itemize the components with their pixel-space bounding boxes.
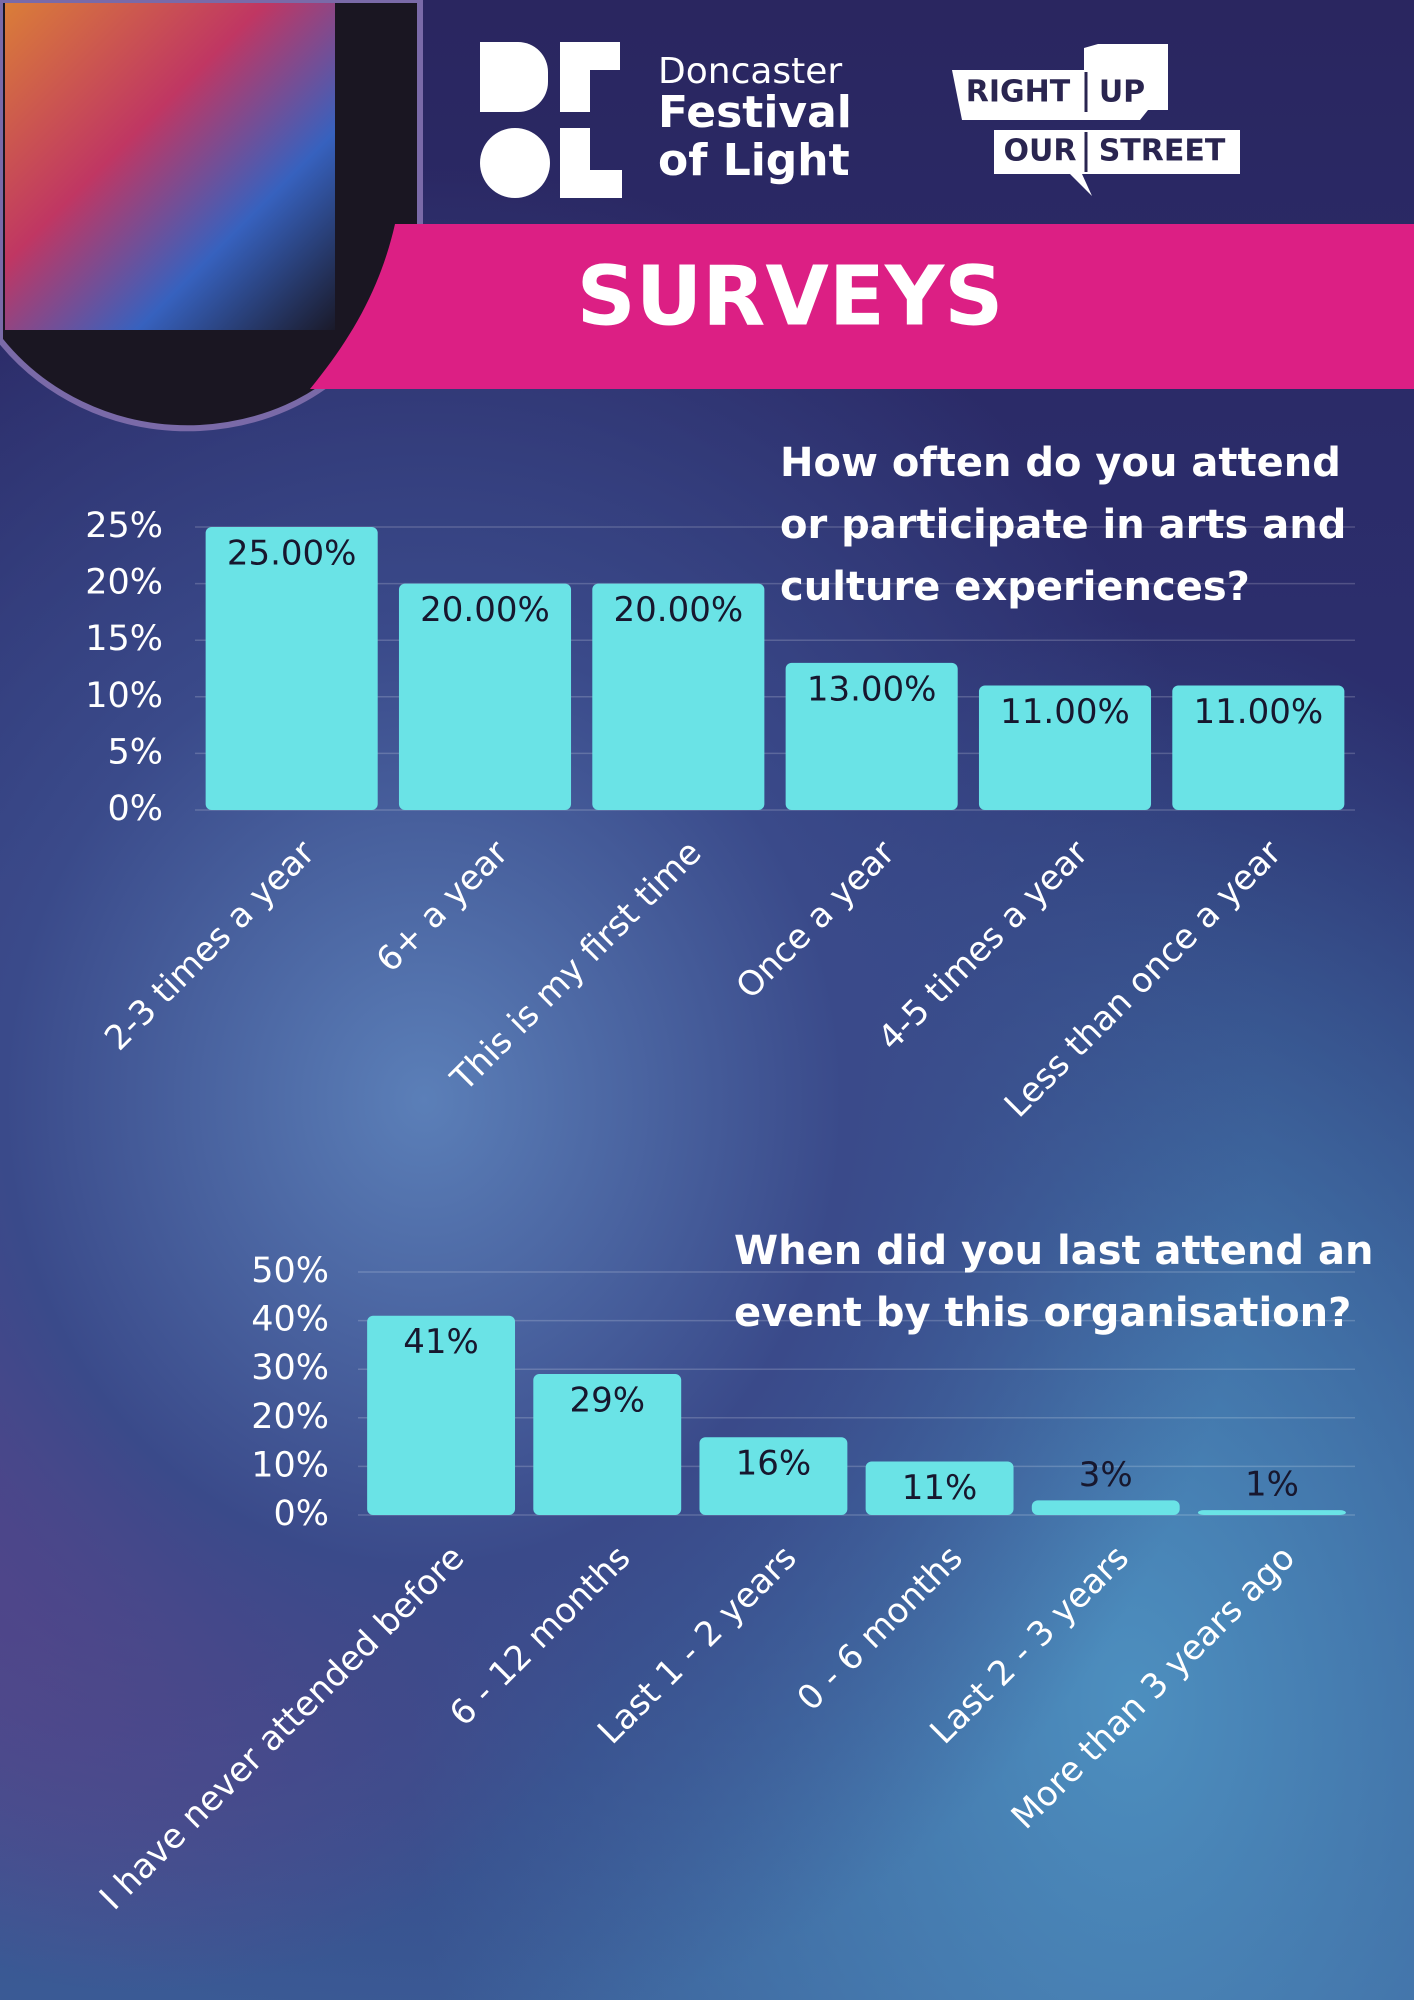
logo-o <box>480 128 550 198</box>
bar <box>592 583 765 810</box>
y-tick-label: 0% <box>107 789 163 829</box>
photo <box>5 0 335 330</box>
value-label: 13.00% <box>807 669 937 709</box>
bar <box>367 1315 516 1515</box>
partner-shape <box>994 130 1240 196</box>
value-label: 16% <box>736 1444 812 1484</box>
value-label: 29% <box>569 1381 645 1421</box>
partner-text: OUR <box>1004 134 1077 169</box>
value-label: 3% <box>1079 1455 1133 1495</box>
value-label: 11.00% <box>1194 692 1324 732</box>
partner-text: UP <box>1099 75 1145 110</box>
x-tick-label: 6+ a year <box>369 833 516 980</box>
y-tick-label: 50% <box>251 1251 329 1291</box>
page-title: SURVEYS <box>577 249 1004 344</box>
x-tick-label: 0 - 6 months <box>790 1538 971 1719</box>
partner-text: RIGHT <box>966 75 1071 110</box>
bar <box>533 1374 682 1515</box>
value-label: 1% <box>1245 1465 1299 1505</box>
value-label: 20.00% <box>614 590 744 630</box>
bar <box>699 1437 848 1515</box>
brand-text: Festival <box>658 87 852 138</box>
x-tick-label: More than 3 years ago <box>1004 1538 1303 1837</box>
y-tick-label: 40% <box>251 1300 329 1340</box>
brand-logo <box>480 42 622 198</box>
logo-d <box>480 42 548 112</box>
bar <box>978 685 1152 810</box>
y-tick-label: 5% <box>107 732 163 772</box>
bar <box>1031 1500 1180 1515</box>
y-tick-label: 15% <box>85 619 163 659</box>
x-tick-label: 4-5 times a year <box>870 833 1096 1059</box>
logo-l <box>560 128 622 198</box>
partner-text: STREET <box>1099 134 1226 169</box>
title-band <box>310 224 1414 389</box>
x-tick-label: Once a year <box>729 833 903 1007</box>
value-label: 11.00% <box>1000 692 1130 732</box>
y-tick-label: 30% <box>251 1348 329 1388</box>
logo-f <box>560 42 620 112</box>
y-tick-label: 20% <box>85 563 163 603</box>
y-tick-label: 20% <box>251 1397 329 1437</box>
value-label: 20.00% <box>420 590 550 630</box>
chart-title: When did you last attend an event by thi… <box>734 1228 1374 1336</box>
bar <box>1172 685 1345 810</box>
y-tick-label: 0% <box>273 1494 329 1534</box>
brand-text: of Light <box>658 135 850 186</box>
value-label: 41% <box>403 1322 479 1362</box>
y-tick-label: 25% <box>85 506 163 546</box>
value-label: 25.00% <box>227 534 357 574</box>
chart-title: How often do you attend or participate i… <box>780 440 1347 610</box>
x-tick-label: 2-3 times a year <box>97 833 323 1059</box>
partner-shape <box>952 44 1168 120</box>
x-tick-label: I have never attended before <box>92 1538 472 1918</box>
bar <box>785 662 958 810</box>
value-label: 11% <box>902 1468 978 1508</box>
bar <box>398 583 572 810</box>
bar <box>865 1461 1014 1515</box>
partner-logo: RIGHT UP OUR STREET <box>952 44 1240 196</box>
brand-text: Doncaster <box>658 51 842 92</box>
bar <box>205 527 378 810</box>
y-tick-label: 10% <box>251 1445 329 1485</box>
y-tick-label: 10% <box>85 676 163 716</box>
bar <box>1197 1510 1346 1515</box>
